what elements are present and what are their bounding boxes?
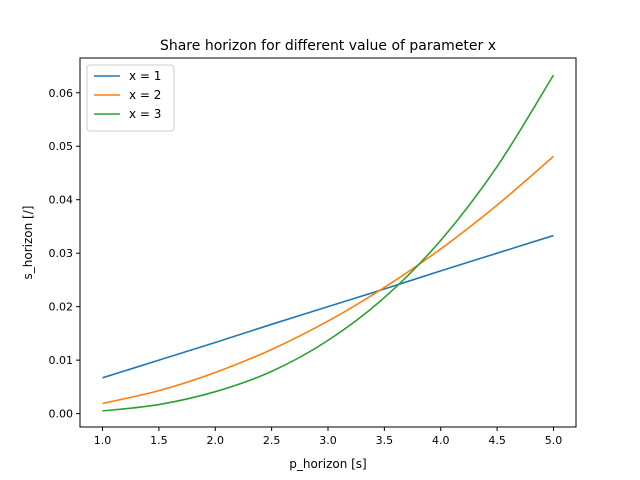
legend: x = 1 x = 2 x = 3 bbox=[86, 64, 175, 132]
y-tick-label: 0.02 bbox=[49, 301, 74, 314]
x-axis: 1.0 1.5 2.0 2.5 3.0 3.5 4.0 4.5 5.0 bbox=[94, 427, 562, 447]
series-line-x-2 bbox=[102, 155, 554, 405]
x-tick-label: 1.5 bbox=[150, 434, 168, 447]
series-line-x-1 bbox=[102, 234, 554, 379]
x-tick-label: 2.0 bbox=[207, 434, 225, 447]
y-axis-label: s_horizon [/] bbox=[21, 206, 35, 280]
y-tick-label: 0.00 bbox=[49, 408, 74, 421]
x-tick-label: 4.5 bbox=[488, 434, 506, 447]
legend-label: x = 2 bbox=[129, 88, 161, 102]
legend-label: x = 1 bbox=[129, 69, 161, 83]
x-axis-label: p_horizon [s] bbox=[289, 457, 367, 471]
series-line-x-3 bbox=[102, 74, 555, 412]
x-tick-label: 3.0 bbox=[319, 434, 337, 447]
legend-label: x = 3 bbox=[129, 107, 161, 121]
series-lines bbox=[102, 74, 555, 412]
x-tick-label: 1.0 bbox=[94, 434, 112, 447]
y-tick-label: 0.06 bbox=[49, 87, 74, 100]
chart-title: Share horizon for different value of par… bbox=[160, 38, 496, 54]
y-tick-label: 0.03 bbox=[49, 247, 74, 260]
x-tick-label: 4.0 bbox=[432, 434, 450, 447]
x-tick-label: 3.5 bbox=[376, 434, 394, 447]
x-tick-label: 5.0 bbox=[545, 434, 563, 447]
x-tick-label: 2.5 bbox=[263, 434, 281, 447]
y-axis: 0.00 0.01 0.02 0.03 0.04 0.05 0.06 bbox=[49, 87, 80, 421]
y-tick-label: 0.04 bbox=[49, 194, 74, 207]
y-tick-label: 0.01 bbox=[49, 354, 74, 367]
y-tick-label: 0.05 bbox=[49, 140, 74, 153]
